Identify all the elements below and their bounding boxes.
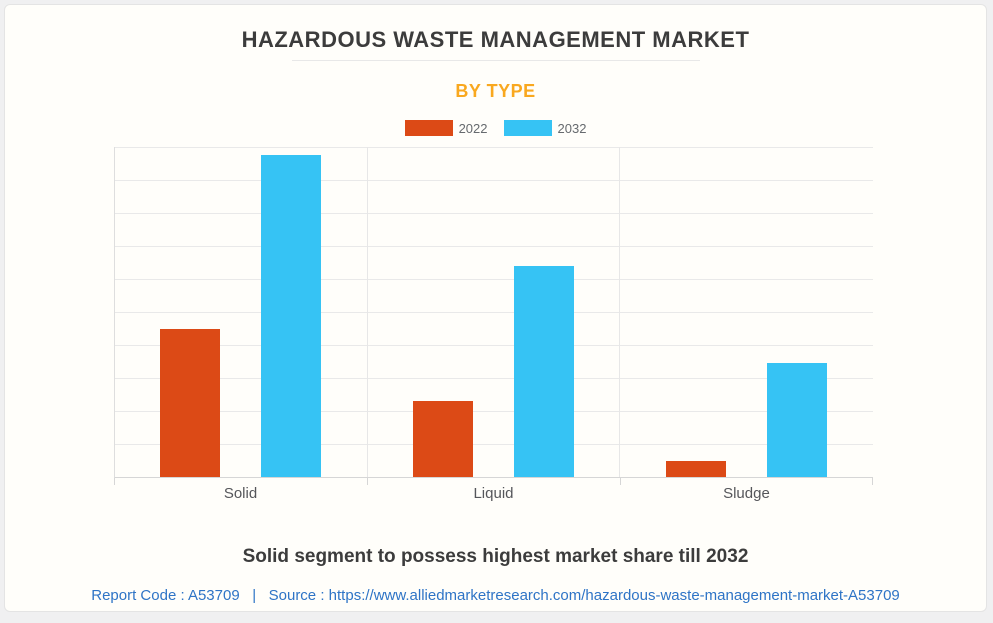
report-code-text: Report Code : A53709 [91,587,240,604]
report-chart-card: HAZARDOUS WASTE MANAGEMENT MARKET BY TYP… [4,4,987,612]
category-group-solid [115,147,368,477]
bar-liquid-2022 [412,401,473,477]
chart-legend: 2022 2032 [5,120,986,136]
bar-chart-plot [114,147,873,478]
bar-solid-2022 [160,328,221,477]
axis-tick [872,478,873,485]
legend-swatch-2022 [404,120,453,136]
chart-title: HAZARDOUS WASTE MANAGEMENT MARKET [241,27,750,52]
axis-tick [114,478,115,485]
title-divider [291,60,700,61]
source-link[interactable]: https://www.alliedmarketresearch.com/haz… [328,587,900,604]
separator-pipe-glyph: | [252,587,257,604]
source-prefix: Source : [268,587,325,604]
category-label-solid: Solid [223,485,258,502]
bar-solid-2032 [261,155,322,477]
axis-tick [366,478,368,485]
legend-label-2032: 2032 [557,120,587,136]
legend-item-2032: 2032 [503,120,587,136]
x-axis-row: Solid Liquid Sludge [114,478,873,506]
separator-pipe [244,587,252,604]
bar-sludge-2032 [767,363,828,477]
chart-subtitle: BY TYPE [455,81,536,101]
source-line: Report Code : A53709 | Source : https://… [5,587,986,604]
category-group-liquid [368,147,621,477]
separator-space [256,587,264,604]
category-label-sludge: Sludge [723,485,770,502]
axis-tick [619,478,621,485]
legend-label-2022: 2022 [458,120,488,136]
category-group-sludge [620,147,873,477]
legend-item-2022: 2022 [404,120,488,136]
bar-sludge-2022 [666,460,727,477]
category-label-liquid: Liquid [473,485,514,502]
legend-swatch-2032 [503,120,552,136]
bar-liquid-2032 [513,265,574,477]
chart-caption: Solid segment to possess highest market … [242,546,749,567]
